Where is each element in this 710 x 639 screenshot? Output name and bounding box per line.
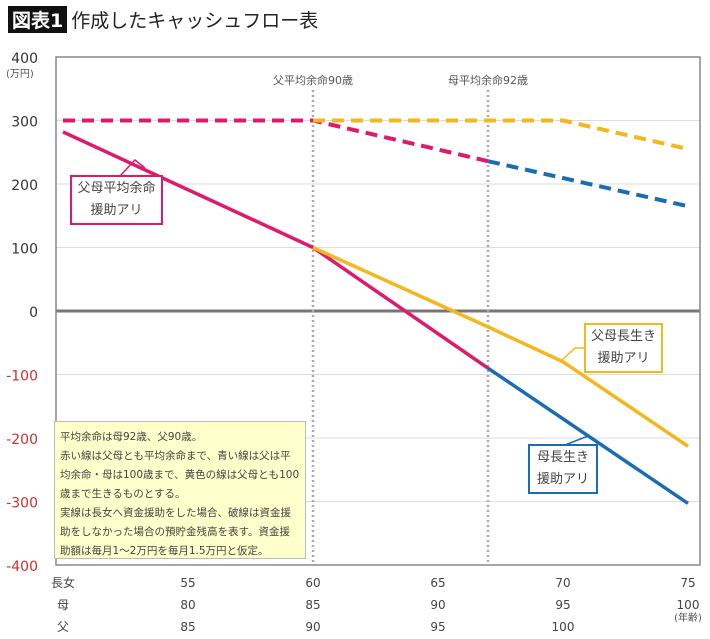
x-tick-label: 100 bbox=[552, 620, 575, 634]
x-tick-label: 100 bbox=[677, 598, 700, 612]
annotation-yellow: 父母長生き 援助アリ bbox=[584, 323, 663, 373]
x-tick-label: 95 bbox=[430, 620, 445, 634]
figure-title-text: 作成したキャッシュフロー表 bbox=[71, 10, 319, 32]
y-tick-label: 200 bbox=[11, 178, 38, 194]
note-line: 平均余命は母92歳、父90歳。 bbox=[60, 431, 203, 443]
plot-area bbox=[55, 56, 701, 566]
x-tick-label: 75 bbox=[680, 576, 695, 590]
x-axis-unit: (年齢) bbox=[674, 611, 702, 624]
x-tick-label: 80 bbox=[180, 598, 195, 612]
x-tick-label: 60 bbox=[305, 576, 320, 590]
x-tick-label: 65 bbox=[430, 576, 445, 590]
reference-label: 母平均余命92歳 bbox=[448, 73, 528, 87]
series-line-yellow-solid bbox=[312, 245, 689, 448]
series-line-red-dashed bbox=[63, 118, 489, 164]
annotation-line: 援助アリ bbox=[536, 472, 589, 487]
leader-line bbox=[119, 158, 146, 177]
x-row-label: 母 bbox=[57, 598, 69, 612]
y-tick-label: 0 bbox=[29, 305, 38, 321]
y-tick-label: -300 bbox=[6, 496, 38, 512]
note-line: 赤い線は父母とも平均余命まで、青い線は父は平均余命・母は100歳まで、黄色の線は… bbox=[60, 450, 300, 500]
annotation-line: 援助アリ bbox=[597, 351, 650, 366]
figure-tag: 図表1 bbox=[8, 6, 68, 33]
y-tick-label: 300 bbox=[11, 115, 38, 131]
series-line-yellow-dashed bbox=[313, 118, 689, 152]
annotation-line: 母長生き bbox=[536, 450, 589, 465]
x-tick-label: 70 bbox=[555, 576, 570, 590]
x-tick-label: 95 bbox=[555, 598, 570, 612]
leader-line bbox=[561, 347, 584, 361]
series-line-red-solid bbox=[62, 130, 489, 370]
y-tick-label: 100 bbox=[11, 242, 38, 258]
chart-note: 平均余命は母92歳、父90歳。 赤い線は父母とも平均余命まで、青い線は父は平均余… bbox=[54, 421, 306, 559]
annotation-blue: 母長生き 援助アリ bbox=[528, 444, 598, 494]
x-row-label: 長女 bbox=[51, 575, 75, 590]
y-axis-unit: (万円) bbox=[6, 69, 34, 80]
y-tick-label: -400 bbox=[6, 559, 38, 575]
series-line-blue-solid bbox=[487, 366, 689, 505]
x-tick-label: 90 bbox=[430, 598, 445, 612]
x-tick-label: 90 bbox=[305, 620, 320, 634]
x-tick-label: 55 bbox=[180, 576, 195, 590]
y-tick-label: -200 bbox=[6, 432, 38, 448]
x-row-label: 父 bbox=[57, 620, 69, 634]
annotation-line: 父母平均余命 bbox=[77, 181, 156, 196]
note-line: 実線は長女へ資金援助をした場合、破線は資金援助をしなかった場合の預貯金残高を表す… bbox=[60, 507, 291, 557]
figure-title: 図表1 作成したキャッシュフロー表 bbox=[8, 6, 318, 33]
series-line-blue-dashed bbox=[487, 159, 689, 209]
y-tick-label: 400 bbox=[11, 51, 38, 67]
x-tick-label: 85 bbox=[180, 620, 195, 634]
y-tick-label: -100 bbox=[6, 369, 38, 385]
annotation-red: 父母平均余命 援助アリ bbox=[70, 175, 163, 225]
annotation-line: 援助アリ bbox=[90, 203, 143, 218]
annotation-line: 父母長生き bbox=[590, 329, 656, 344]
leader-line bbox=[564, 435, 589, 446]
reference-label: 父平均余命90歳 bbox=[273, 73, 353, 87]
x-tick-label: 85 bbox=[305, 598, 320, 612]
